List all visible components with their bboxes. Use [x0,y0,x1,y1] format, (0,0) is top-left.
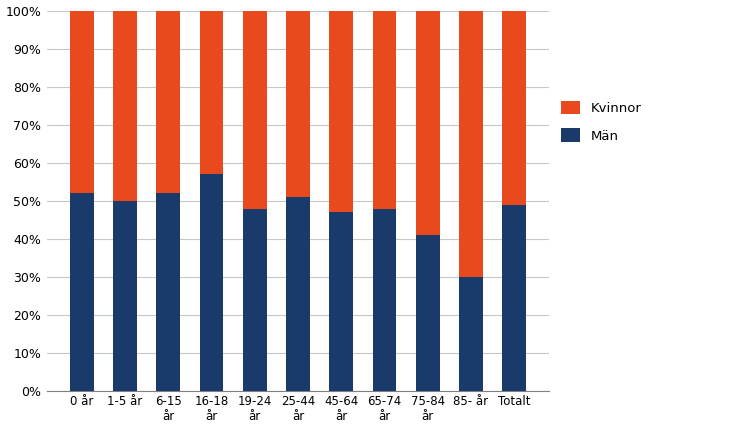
Bar [286,11,310,197]
Bar [502,205,526,391]
Bar [329,212,353,391]
Bar [156,193,180,391]
Bar [243,208,267,391]
Bar [70,11,94,193]
Bar [372,208,396,391]
Bar [286,197,310,391]
Bar [113,11,137,201]
Bar [200,174,224,391]
Bar [200,11,224,174]
Bar [156,11,180,193]
Bar [329,11,353,212]
Bar [70,193,94,391]
Bar [113,201,137,391]
Legend: Kvinnor, Män: Kvinnor, Män [561,101,642,142]
Bar [502,11,526,205]
Bar [416,235,440,391]
Bar [243,11,267,208]
Bar [459,11,483,277]
Bar [416,11,440,235]
Bar [372,11,396,208]
Bar [459,277,483,391]
